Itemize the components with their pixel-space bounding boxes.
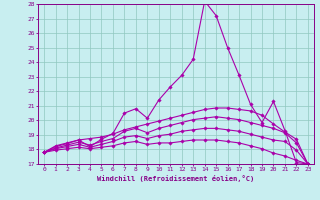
X-axis label: Windchill (Refroidissement éolien,°C): Windchill (Refroidissement éolien,°C) [97,175,255,182]
